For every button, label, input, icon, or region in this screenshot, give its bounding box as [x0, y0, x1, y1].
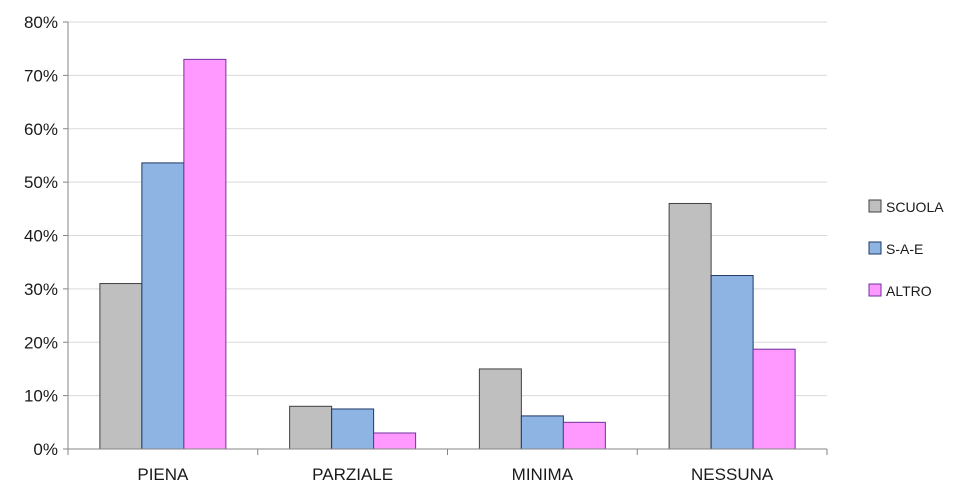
bar-altro-nessuna	[752, 348, 796, 450]
legend-swatch	[868, 283, 882, 297]
y-tick-label: 40%	[24, 227, 58, 246]
y-tick-label: 60%	[24, 120, 58, 139]
y-tick-label: 10%	[24, 387, 58, 406]
bar-scuola-parziale	[289, 405, 333, 450]
x-category-labels: PIENA PARZIALE MINIMA NESSUNA	[137, 465, 774, 484]
legend-label: S-A-E	[886, 241, 923, 257]
x-category-label: MINIMA	[512, 465, 574, 484]
y-tick-labels: 0% 10% 20% 30% 40% 50% 60% 70% 80%	[24, 13, 58, 459]
legend-swatch	[868, 241, 882, 255]
bar-s-a-e-nessuna	[710, 275, 754, 450]
legend-label: SCUOLA	[886, 199, 944, 215]
x-category-label: NESSUNA	[691, 465, 774, 484]
bar-altro-minima	[562, 421, 606, 450]
bars	[99, 58, 796, 450]
y-tick-label: 20%	[24, 333, 58, 352]
bar-s-a-e-parziale	[331, 408, 375, 450]
bar-altro-parziale	[373, 432, 417, 450]
y-tick-label: 80%	[24, 13, 58, 32]
y-tick-label: 30%	[24, 280, 58, 299]
legend-swatch	[868, 199, 882, 213]
bar-s-a-e-piena	[141, 162, 185, 450]
legend-label: ALTRO	[886, 283, 932, 299]
bar-altro-piena	[183, 58, 227, 450]
y-tick-label: 70%	[24, 66, 58, 85]
x-category-label: PIENA	[137, 465, 189, 484]
bar-scuola-piena	[99, 283, 143, 450]
x-category-label: PARZIALE	[312, 465, 393, 484]
bar-scuola-nessuna	[668, 202, 712, 450]
bar-scuola-minima	[478, 368, 522, 450]
y-tick-label: 50%	[24, 173, 58, 192]
y-tick-label: 0%	[33, 440, 58, 459]
legend: SCUOLA S-A-E ALTRO	[868, 199, 944, 299]
axes	[63, 21, 828, 455]
bar-s-a-e-minima	[520, 415, 564, 450]
